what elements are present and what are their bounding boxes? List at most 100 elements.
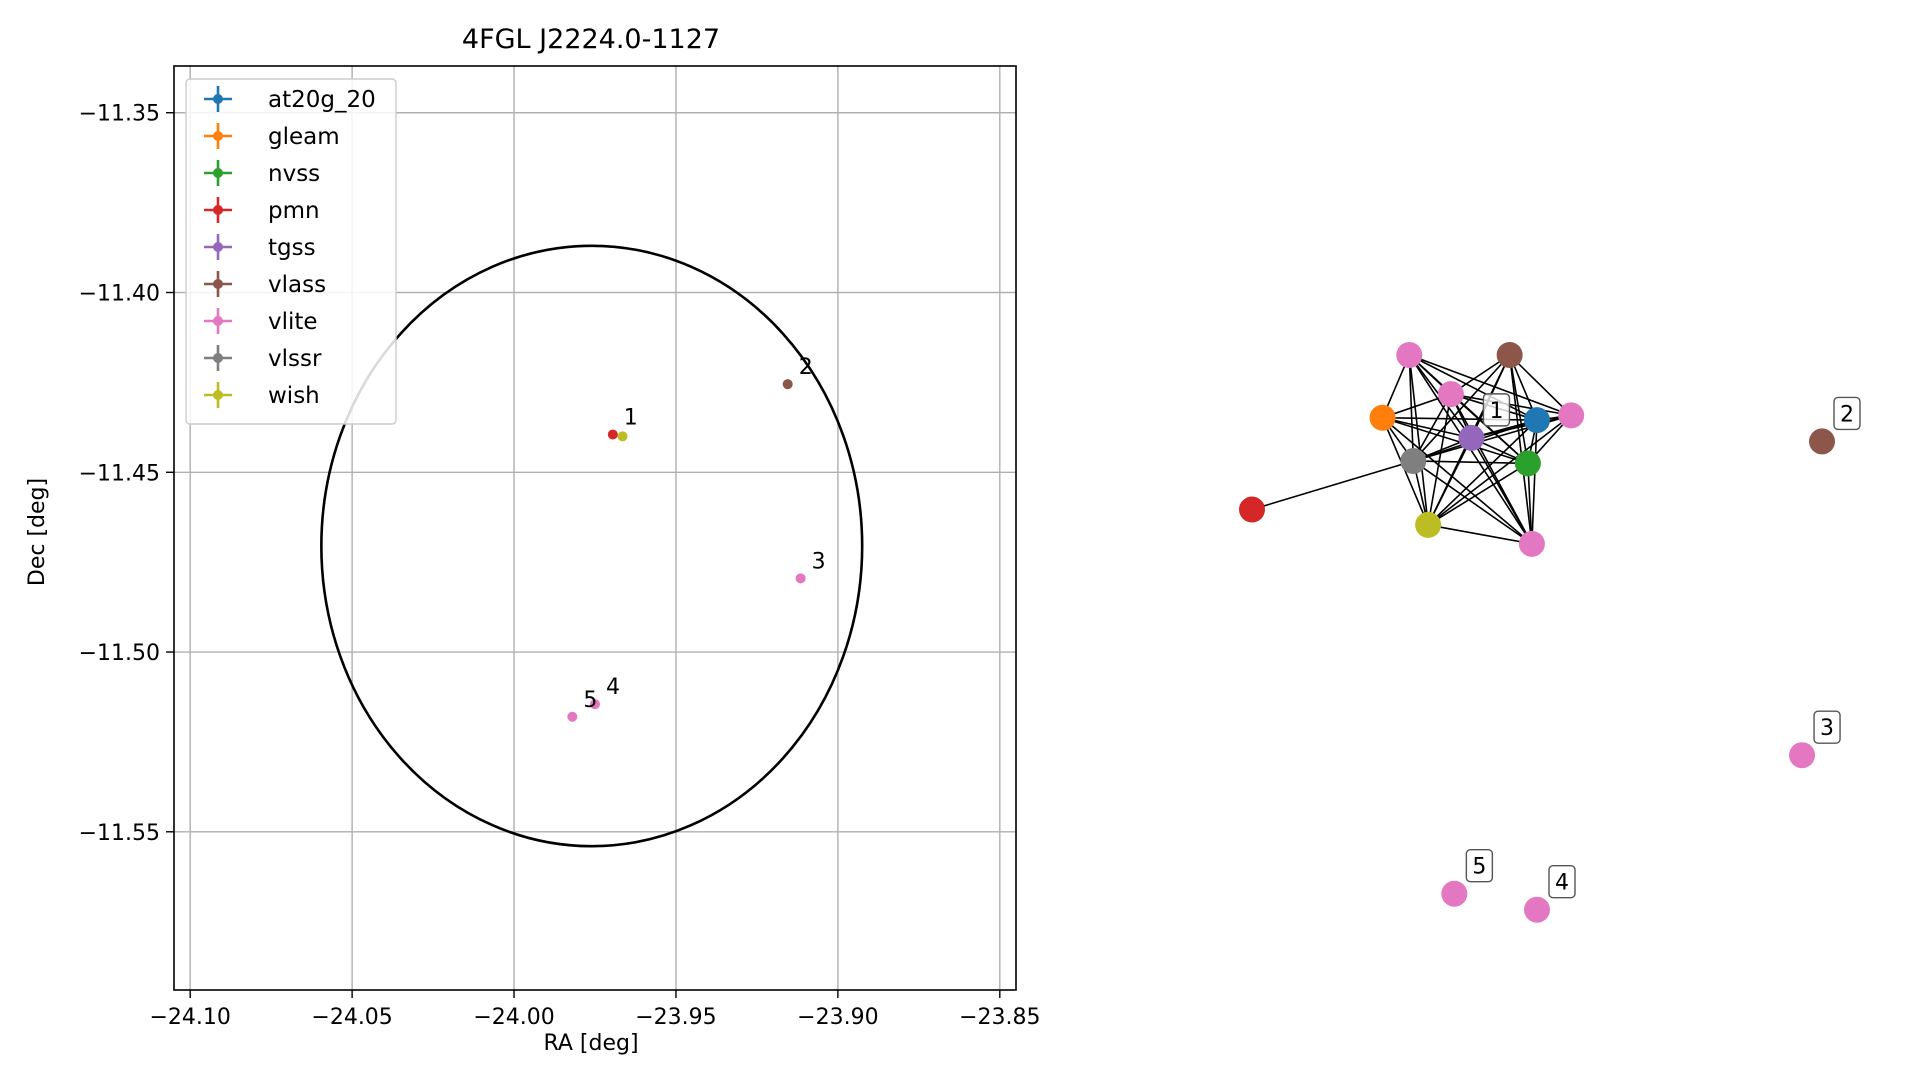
network-node	[1396, 342, 1423, 368]
network-node	[1458, 424, 1485, 451]
network-edge	[1470, 437, 1533, 545]
legend-label: gleam	[268, 124, 340, 150]
y-tick-label: −11.45	[79, 461, 160, 486]
error-ellipse-group	[320, 244, 864, 848]
legend-entry: wish	[204, 382, 320, 409]
legend-label: tgss	[268, 235, 316, 261]
legend-marker	[213, 353, 223, 363]
network-node-label: 4	[1555, 871, 1569, 896]
y-tick-label: −11.35	[79, 102, 160, 127]
point-label: 4	[606, 675, 620, 700]
network-node	[1524, 896, 1550, 923]
network-label-box	[1813, 710, 1841, 744]
legend-entry: vlssr	[204, 345, 322, 372]
network-node	[1441, 880, 1468, 907]
x-tick-label: −24.00	[473, 1005, 554, 1030]
network-edge	[1427, 437, 1473, 526]
network-edge	[1382, 416, 1472, 439]
legend-marker	[213, 205, 223, 215]
legend-marker	[213, 94, 223, 104]
network-node	[1369, 404, 1396, 431]
sky-plot: 1 2 3 45 −24.10 −24.05 −24.00 −23.95 −23.90 −23.…	[25, 24, 1041, 1056]
legend-entry: vlass	[204, 271, 326, 298]
network-edge	[1382, 416, 1538, 421]
network-node-label: 2	[1840, 402, 1854, 427]
network-edge	[1508, 354, 1533, 544]
network-node	[1809, 428, 1835, 455]
legend-marker	[213, 279, 223, 289]
x-tick-label: −24.10	[149, 1005, 230, 1030]
network-node	[1437, 381, 1464, 408]
error-ellipse	[320, 244, 864, 848]
source-point	[567, 711, 578, 722]
point-label: 1	[624, 406, 638, 431]
x-tick-label: −23.90	[797, 1005, 878, 1030]
network-edge	[1251, 460, 1414, 511]
legend-entry: gleam	[204, 123, 340, 150]
plot-frame	[173, 65, 1017, 991]
network-graph: 1 2 3 4 5	[1239, 342, 1861, 923]
y-axis-ticks: −11.35 −11.40 −11.45 −11.50 −11.55	[79, 102, 174, 846]
network-labels: 1 2 3 4 5	[1465, 393, 1861, 899]
legend-entry: tgss	[204, 234, 316, 261]
x-tick-label: −23.85	[959, 1005, 1040, 1030]
source-point	[617, 431, 628, 442]
network-node	[1400, 447, 1427, 474]
network-edge	[1427, 524, 1533, 545]
source-point	[590, 699, 600, 710]
x-tick-label: −24.05	[311, 1005, 392, 1030]
legend-marker	[213, 168, 223, 178]
network-edge	[1412, 460, 1533, 545]
legend-label: wish	[268, 383, 320, 409]
network-nodes	[1239, 342, 1835, 923]
source-point	[795, 573, 806, 584]
network-edge	[1382, 416, 1529, 465]
network-node	[1789, 742, 1816, 769]
x-axis-ticks: −24.10 −24.05 −24.00 −23.95 −23.90 −23.85	[149, 990, 1041, 1030]
legend-marker	[213, 316, 223, 326]
legend-label: at20g_20	[268, 87, 376, 113]
network-label-box	[1465, 849, 1494, 883]
network-label-box	[1482, 393, 1511, 427]
network-edge	[1508, 354, 1529, 464]
network-edge	[1531, 420, 1538, 544]
legend-marker	[213, 390, 223, 400]
legend-box	[185, 78, 397, 425]
legend-label: vlssr	[268, 346, 322, 372]
network-edge	[1381, 417, 1429, 526]
y-axis-label: Dec [deg]	[25, 478, 50, 586]
legend-label: vlass	[268, 272, 326, 298]
source-point	[782, 379, 793, 390]
legend-label: vlite	[268, 309, 318, 335]
chart-title: 4FGL J2224.0-1127	[462, 24, 720, 55]
network-node	[1518, 530, 1545, 557]
network-edge	[1408, 354, 1415, 461]
network-node-label: 1	[1489, 399, 1503, 424]
legend-marker	[213, 131, 223, 141]
legend-entry: vlite	[204, 308, 318, 335]
network-label-box	[1548, 865, 1576, 899]
network-node	[1239, 496, 1265, 523]
x-axis-label: RA [deg]	[543, 1031, 638, 1056]
network-node	[1496, 342, 1523, 368]
network-edge	[1412, 354, 1511, 462]
legend-entry: pmn	[204, 197, 320, 224]
point-label: 3	[812, 549, 826, 574]
network-node-label: 5	[1472, 855, 1486, 880]
source-point	[607, 429, 618, 440]
network-edge	[1471, 414, 1572, 439]
network-node	[1514, 450, 1541, 477]
network-edge	[1408, 354, 1429, 525]
y-tick-label: −11.40	[79, 282, 160, 307]
point-label: 5	[583, 688, 597, 713]
network-edge	[1427, 419, 1538, 526]
legend-label: nvss	[268, 161, 320, 187]
network-edge	[1509, 354, 1572, 416]
x-tick-label: −23.95	[635, 1005, 716, 1030]
network-edge	[1382, 417, 1533, 545]
network-edge	[1427, 462, 1529, 526]
network-node	[1558, 402, 1585, 429]
network-edge	[1427, 393, 1452, 526]
